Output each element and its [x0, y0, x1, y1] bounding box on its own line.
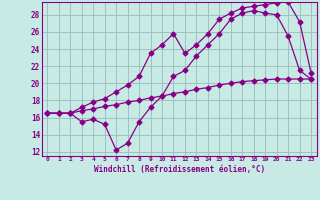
X-axis label: Windchill (Refroidissement éolien,°C): Windchill (Refroidissement éolien,°C) [94, 165, 265, 174]
